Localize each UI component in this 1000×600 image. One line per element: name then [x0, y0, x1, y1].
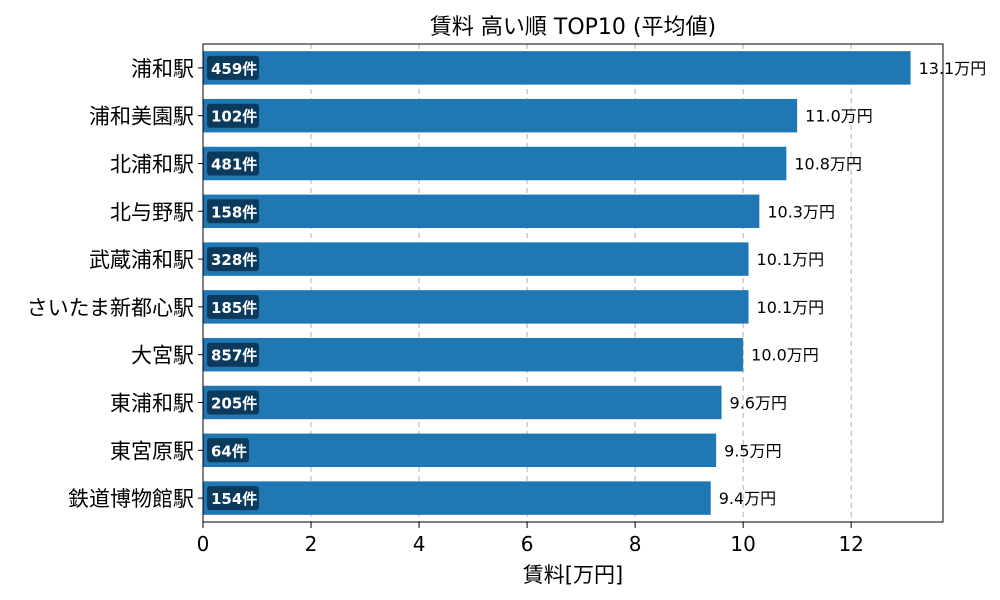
bar	[203, 146, 787, 181]
bars: 459件 13.1万円 102件 11.0万円 481件 10.8万円 158件 10.3万円…	[203, 51, 986, 515]
value-label: 10.3万円	[767, 202, 835, 221]
x-tick-label: 10	[730, 532, 755, 556]
x-tick-label: 12	[838, 532, 863, 556]
value-label: 10.0万円	[751, 346, 819, 365]
y-tick-label: 北与野駅	[110, 200, 194, 224]
count-label: 158件	[211, 203, 257, 221]
x-tick-label: 2	[305, 532, 318, 556]
y-axis-labels: 浦和駅浦和美園駅北浦和駅北与野駅武蔵浦和駅さいたま新都心駅大宮駅東浦和駅東宮原駅…	[27, 57, 203, 511]
count-badge	[207, 438, 249, 463]
count-badge	[207, 486, 259, 511]
value-label: 10.8万円	[794, 155, 862, 174]
y-tick-label: 浦和美園駅	[89, 105, 194, 129]
count-label: 857件	[211, 347, 257, 365]
bar	[203, 51, 911, 85]
x-axis-ticks: 0 2 4 6 8 10 12	[197, 522, 864, 556]
count-label: 205件	[211, 395, 257, 413]
bar	[203, 433, 717, 468]
bar	[203, 385, 722, 420]
value-label: 10.1万円	[757, 250, 825, 269]
bar	[203, 290, 749, 324]
x-axis-label: 賃料[万円]	[523, 563, 623, 587]
count-badge	[207, 199, 259, 224]
value-label: 13.1万円	[919, 59, 987, 78]
count-badge	[207, 55, 259, 80]
count-badge	[207, 342, 259, 367]
count-label: 328件	[211, 251, 257, 269]
count-label: 459件	[211, 60, 257, 78]
value-label: 9.4万円	[719, 489, 776, 508]
count-badge	[207, 103, 259, 128]
count-label: 154件	[211, 490, 257, 508]
bar	[203, 242, 749, 276]
y-tick-label: 北浦和駅	[110, 153, 194, 177]
y-tick-label: 鉄道博物館駅	[68, 487, 194, 511]
axes	[202, 43, 944, 523]
value-label: 11.0万円	[805, 107, 873, 126]
bar	[203, 481, 711, 515]
count-label: 102件	[211, 108, 257, 126]
value-label: 9.5万円	[724, 441, 781, 460]
count-label: 481件	[211, 156, 257, 174]
y-tick-label: 東浦和駅	[110, 392, 194, 416]
x-tick-label: 8	[629, 532, 642, 556]
y-tick-label: 武蔵浦和駅	[89, 248, 194, 272]
bar	[203, 194, 760, 229]
value-label: 10.1万円	[757, 298, 825, 317]
bar	[203, 337, 744, 372]
y-tick-label: 大宮駅	[131, 344, 194, 368]
count-label: 185件	[211, 299, 257, 317]
value-label: 9.6万円	[730, 394, 787, 413]
y-tick-label: 浦和駅	[131, 57, 194, 81]
y-tick-label: 東宮原駅	[110, 439, 194, 463]
x-tick-label: 6	[521, 532, 534, 556]
x-tick-label: 0	[197, 532, 210, 556]
plot-frame	[202, 43, 944, 523]
x-tick-label: 4	[413, 532, 426, 556]
count-badge	[207, 294, 259, 319]
bar	[203, 98, 798, 133]
count-badge	[207, 390, 259, 415]
count-label: 64件	[211, 442, 247, 460]
y-tick-label: さいたま新都心駅	[27, 296, 194, 320]
chart-title: 賃料 高い順 TOP10 (平均値)	[430, 15, 716, 40]
count-badge	[207, 151, 259, 176]
count-badge	[207, 247, 259, 272]
